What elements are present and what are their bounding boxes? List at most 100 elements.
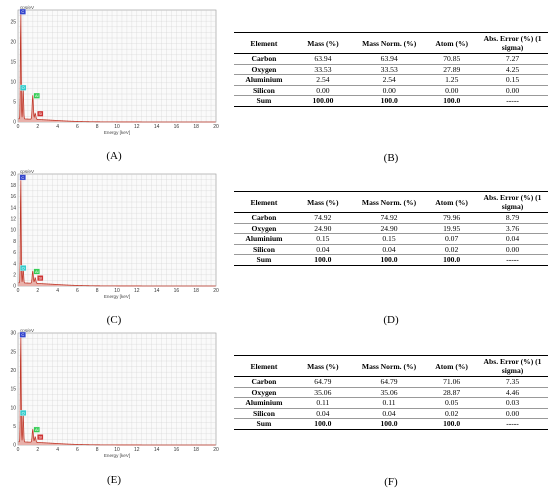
peak-tag-al: Al [33,268,40,275]
peak-tag-c: C [19,8,26,15]
table-row: Sum 100.0 100.0 100.0 ----- [234,418,548,430]
x-tick-label: 10 [114,288,120,294]
table-cell: 100.0 [352,95,427,107]
table-row: Aluminium 0.11 0.11 0.05 0.03 [234,397,548,409]
table-cell: 100.0 [351,418,427,430]
peak-tag-label: Si [38,111,42,116]
table-cell: 63.94 [352,53,427,65]
x-axis-label: Energy [keV] [104,130,130,135]
table-cell: 4.25 [477,64,548,75]
table-cell: 100.0 [426,95,478,107]
x-axis-label: Energy [keV] [104,453,130,458]
table-cell: 100.00 [293,95,353,107]
y-tick-label: 5 [13,424,16,430]
y-tick-label: 10 [10,80,16,86]
table-cell: 0.15 [351,233,427,245]
table-cell: 0.05 [426,397,478,409]
x-axis-label: Energy [keV] [104,294,130,299]
table-row: Aluminium 0.15 0.15 0.07 0.04 [234,233,548,245]
x-tick-label: 12 [134,447,140,453]
peak-tag-label: Si [38,276,42,281]
table-row: Silicon 0.00 0.00 0.00 0.00 [234,85,548,96]
table-cell: Aluminium [234,233,294,245]
table-cell: Carbon [234,376,294,388]
x-tick-label: 10 [114,124,120,130]
table-cell: Oxygen [234,64,294,75]
x-tick-label: 16 [174,124,180,130]
eds-spectrum-a: 0 2 4 6 8 10 12 14 16 18 20 0 5 10 15 20 25 cps/eV Energy … [6,4,224,136]
eds-spectrum-e: 0 2 4 6 8 10 12 14 16 18 20 0 5 10 15 20 25 30 cps/eV Energ… [6,327,224,459]
x-tick-label: 16 [174,447,180,453]
table-row: Oxygen 35.06 35.06 28.87 4.46 [234,387,548,398]
table-cell: 64.79 [293,376,352,388]
table-cell: 0.02 [426,408,478,419]
spectrum-svg: 0 2 4 6 8 10 12 14 16 18 20 0 5 10 15 20 25 cps/eV Energy … [10,5,219,135]
y-tick-label: 10 [10,405,16,411]
table-cell: 74.92 [293,212,352,224]
table-cell: 2.54 [352,74,427,86]
peak-tag-label: O [22,410,25,415]
spectrum-svg: 0 2 4 6 8 10 12 14 16 18 20 0 5 10 15 20 25 30 cps/eV Energ… [10,328,219,458]
x-tick-label: 0 [17,447,20,453]
table-header-cell: Element [234,191,294,213]
y-tick-label: 5 [13,100,16,106]
table-cell: Sum [234,418,294,430]
y-tick-label: 6 [13,250,16,256]
table-cell: Oxygen [234,387,294,398]
table-row: Silicon 0.04 0.04 0.02 0.00 [234,244,548,255]
y-axis-label: cps/eV [20,5,35,10]
x-tick-label: 20 [213,447,219,453]
table-cell: 8.79 [477,212,548,224]
table-cell: 0.11 [293,397,352,409]
table-cell: 19.95 [426,223,478,234]
table-cell: 0.11 [351,397,427,409]
peak-tag-c: C [19,331,26,338]
table-cell: Aluminium [234,397,294,409]
table-cell: 0.04 [351,408,427,419]
x-tick-label: 12 [134,124,140,130]
table-cell: 1.25 [426,74,478,86]
table-header-cell: Mass (%) [293,32,353,54]
table-cell: 27.89 [426,64,478,75]
peak-tag-si: Si [37,434,44,441]
table-cell: 24.90 [351,223,427,234]
panel-label-d: (D) [383,314,399,326]
y-tick-label: 20 [10,40,16,46]
peak-tag-label: Si [38,435,42,440]
peak-tag-label: O [22,266,25,271]
table-cell: 100.0 [351,254,427,266]
x-tick-label: 2 [36,288,39,294]
peak-tag-label: Al [35,427,39,432]
table-cell: 0.04 [477,233,548,245]
table-cell: 33.53 [352,64,427,75]
peak-tag-label: C [21,175,24,180]
y-tick-label: 0 [13,443,16,449]
table-cell: 70.85 [426,53,478,65]
table-row: Silicon 0.04 0.04 0.02 0.00 [234,408,548,419]
x-tick-label: 20 [213,124,219,130]
y-axis-label: cps/eV [20,169,35,174]
table-cell: 7.27 [477,53,548,65]
table-cell: 100.0 [426,254,478,266]
x-tick-label: 2 [36,124,39,130]
y-tick-label: 10 [10,228,16,234]
table-cell: 0.15 [477,74,548,86]
y-tick-label: 30 [10,331,16,337]
y-axis-label: cps/eV [20,328,35,333]
table-cell: Sum [234,95,294,107]
table-row: Oxygen 24.90 24.90 19.95 3.76 [234,223,548,234]
table-cell: 100.0 [426,418,478,430]
x-tick-label: 0 [17,288,20,294]
table-header-cell: Mass Norm. (%) [351,191,427,213]
table-cell: Oxygen [234,223,294,234]
table-header-cell: Element [234,355,294,377]
x-tick-label: 14 [154,447,160,453]
table-cell: 28.87 [426,387,478,398]
table-cell: 64.79 [351,376,427,388]
table-cell: Silicon [234,244,294,255]
table-header-cell: Abs. Error (%) (1 sigma) [477,32,548,54]
table-row: Carbon 74.92 74.92 79.96 8.79 [234,212,548,224]
table-row: Aluminium 2.54 2.54 1.25 0.15 [234,74,548,86]
peak-tag-label: C [21,9,24,14]
table-cell: ----- [477,95,548,107]
